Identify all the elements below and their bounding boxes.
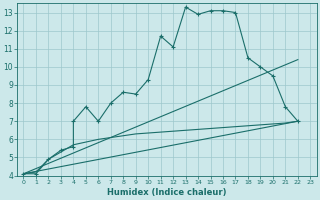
X-axis label: Humidex (Indice chaleur): Humidex (Indice chaleur)	[107, 188, 227, 197]
